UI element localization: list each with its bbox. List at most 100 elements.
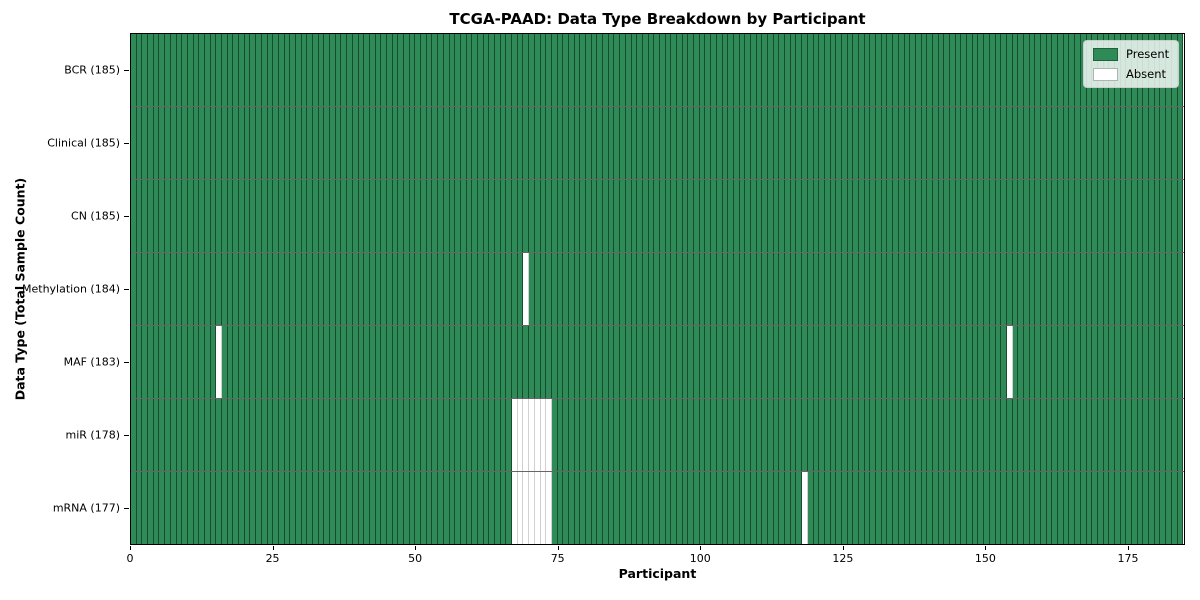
matrix-cell (870, 34, 877, 106)
matrix-cell (199, 34, 205, 106)
matrix-cell (762, 34, 768, 106)
matrix-cell (233, 472, 240, 544)
matrix-cell (762, 253, 768, 325)
matrix-cell (887, 399, 894, 471)
matrix-cell (267, 34, 274, 106)
matrix-cell (1126, 472, 1132, 544)
matrix-cell (1018, 472, 1024, 544)
matrix-cell (557, 34, 564, 106)
matrix-cell (785, 107, 791, 179)
matrix-cell (142, 399, 149, 471)
matrix-cell (648, 180, 655, 252)
matrix-cell (881, 107, 888, 179)
matrix-cell (1103, 253, 1110, 325)
matrix-cell (551, 34, 558, 106)
matrix-cell (540, 180, 547, 252)
matrix-cell (932, 253, 939, 325)
matrix-cell (756, 253, 763, 325)
matrix-cell (904, 253, 911, 325)
matrix-cell (324, 326, 331, 398)
matrix-cell (1166, 326, 1172, 398)
matrix-cell (392, 253, 399, 325)
matrix-cell (1109, 472, 1115, 544)
matrix-cell (1012, 472, 1019, 544)
matrix-cell (836, 34, 842, 106)
matrix-cell (301, 326, 308, 398)
matrix-cell (961, 107, 968, 179)
matrix-cell (1103, 180, 1110, 252)
matrix-cell (682, 399, 689, 471)
matrix-cell (1166, 399, 1172, 471)
matrix-cell (790, 253, 797, 325)
matrix-cell (324, 180, 331, 252)
matrix-cell (409, 326, 416, 398)
matrix-cell (443, 107, 450, 179)
matrix-cell (927, 326, 933, 398)
matrix-cell (625, 253, 632, 325)
matrix-cell (1109, 326, 1115, 398)
matrix-row-mRNA (131, 471, 1184, 544)
matrix-cell (472, 253, 478, 325)
matrix-cell (580, 180, 586, 252)
matrix-cell (1154, 326, 1161, 398)
matrix-cell (989, 107, 996, 179)
matrix-cell (364, 326, 370, 398)
matrix-cell (324, 34, 331, 106)
matrix-cell (586, 107, 592, 179)
matrix-cell (335, 399, 342, 471)
matrix-cell (273, 34, 279, 106)
matrix-cell (841, 472, 848, 544)
matrix-cell (284, 180, 291, 252)
matrix-cell (517, 107, 524, 179)
matrix-cell (910, 399, 916, 471)
matrix-cell (267, 399, 274, 471)
matrix-cell (278, 34, 285, 106)
matrix-cell (415, 107, 422, 179)
matrix-cell (330, 107, 336, 179)
matrix-cell (1058, 326, 1064, 398)
matrix-cell (972, 253, 979, 325)
matrix-cell (887, 107, 894, 179)
matrix-cell (1069, 399, 1076, 471)
matrix-cell (330, 326, 336, 398)
matrix-cell (489, 34, 495, 106)
matrix-cell (591, 399, 598, 471)
matrix-cell (637, 253, 643, 325)
matrix-cell (449, 253, 456, 325)
matrix-cell (967, 399, 973, 471)
matrix-cell (307, 472, 313, 544)
matrix-cell (1092, 253, 1098, 325)
matrix-cell (1063, 472, 1070, 544)
matrix-cell (830, 472, 837, 544)
matrix-cell (256, 472, 262, 544)
matrix-cell (768, 107, 774, 179)
matrix-cell (625, 107, 632, 179)
matrix-cell (694, 326, 700, 398)
matrix-cell (694, 34, 700, 106)
matrix-cell (711, 326, 717, 398)
matrix-cell (978, 472, 985, 544)
matrix-cell (409, 107, 416, 179)
matrix-cell (768, 326, 774, 398)
matrix-cell (927, 253, 933, 325)
matrix-cell (557, 326, 564, 398)
matrix-cell (267, 253, 274, 325)
matrix-cell (853, 180, 859, 252)
matrix-cell (551, 107, 558, 179)
matrix-cell (187, 107, 194, 179)
matrix-cell (1035, 326, 1041, 398)
matrix-cell (261, 326, 268, 398)
matrix-cell (762, 399, 768, 471)
matrix-cell (904, 326, 911, 398)
matrix-cell (927, 107, 933, 179)
matrix-cell (415, 180, 422, 252)
matrix-cell (273, 180, 279, 252)
matrix-cell (460, 107, 467, 179)
matrix-cell (495, 253, 501, 325)
matrix-cell (295, 399, 302, 471)
matrix-cell (358, 34, 365, 106)
matrix-cell (267, 326, 274, 398)
matrix-cell (614, 253, 621, 325)
matrix-cell (1160, 472, 1167, 544)
matrix-cell (910, 472, 916, 544)
